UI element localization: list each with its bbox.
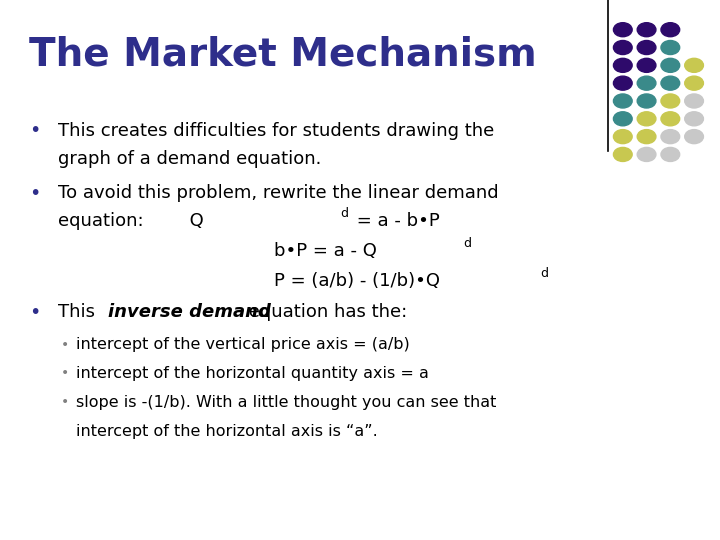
Circle shape bbox=[685, 76, 703, 90]
Text: inverse demand: inverse demand bbox=[108, 303, 271, 321]
Circle shape bbox=[613, 76, 632, 90]
Text: intercept of the horizontal axis is “a”.: intercept of the horizontal axis is “a”. bbox=[76, 424, 377, 440]
Circle shape bbox=[613, 94, 632, 108]
Circle shape bbox=[637, 76, 656, 90]
Circle shape bbox=[613, 23, 632, 37]
Text: The Market Mechanism: The Market Mechanism bbox=[29, 35, 536, 73]
Circle shape bbox=[637, 130, 656, 144]
Text: To avoid this problem, rewrite the linear demand: To avoid this problem, rewrite the linea… bbox=[58, 184, 498, 201]
Circle shape bbox=[613, 112, 632, 126]
Text: This: This bbox=[58, 303, 100, 321]
Circle shape bbox=[685, 112, 703, 126]
Circle shape bbox=[637, 94, 656, 108]
Text: b•P = a - Q: b•P = a - Q bbox=[274, 242, 377, 260]
Text: equation has the:: equation has the: bbox=[243, 303, 408, 321]
Circle shape bbox=[637, 23, 656, 37]
Circle shape bbox=[685, 58, 703, 72]
Circle shape bbox=[661, 147, 680, 161]
Text: •: • bbox=[61, 395, 69, 409]
Circle shape bbox=[613, 58, 632, 72]
Circle shape bbox=[661, 130, 680, 144]
Circle shape bbox=[637, 147, 656, 161]
Text: intercept of the vertical price axis = (a/b): intercept of the vertical price axis = (… bbox=[76, 338, 410, 353]
Text: slope is -(1/b). With a little thought you can see that: slope is -(1/b). With a little thought y… bbox=[76, 395, 496, 410]
Circle shape bbox=[613, 40, 632, 55]
Text: d: d bbox=[463, 237, 471, 250]
Text: equation:        Q: equation: Q bbox=[58, 212, 203, 230]
Text: This creates difficulties for students drawing the: This creates difficulties for students d… bbox=[58, 122, 494, 139]
Text: •: • bbox=[61, 338, 69, 352]
Text: = a - b•P: = a - b•P bbox=[351, 212, 440, 230]
Circle shape bbox=[661, 94, 680, 108]
Text: d: d bbox=[341, 207, 348, 220]
Circle shape bbox=[685, 94, 703, 108]
Circle shape bbox=[661, 58, 680, 72]
Circle shape bbox=[637, 112, 656, 126]
Circle shape bbox=[613, 130, 632, 144]
Circle shape bbox=[637, 40, 656, 55]
Text: d: d bbox=[540, 267, 548, 280]
Text: graph of a demand equation.: graph of a demand equation. bbox=[58, 150, 321, 168]
Circle shape bbox=[685, 130, 703, 144]
Text: •: • bbox=[29, 303, 40, 322]
Circle shape bbox=[661, 23, 680, 37]
Text: intercept of the horizontal quantity axis = a: intercept of the horizontal quantity axi… bbox=[76, 366, 428, 381]
Text: P = (a/b) - (1/b)•Q: P = (a/b) - (1/b)•Q bbox=[274, 272, 440, 289]
Text: •: • bbox=[29, 184, 40, 202]
Circle shape bbox=[661, 40, 680, 55]
Circle shape bbox=[661, 76, 680, 90]
Circle shape bbox=[637, 58, 656, 72]
Text: •: • bbox=[61, 366, 69, 380]
Circle shape bbox=[661, 112, 680, 126]
Circle shape bbox=[613, 147, 632, 161]
Text: •: • bbox=[29, 122, 40, 140]
